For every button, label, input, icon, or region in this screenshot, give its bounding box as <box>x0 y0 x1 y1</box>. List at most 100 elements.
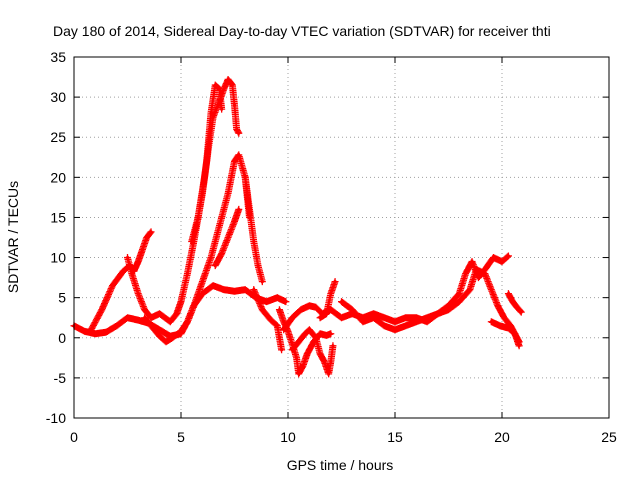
data-point <box>502 316 506 320</box>
data-point <box>136 318 140 322</box>
y-axis-label: SDTVAR / TECUs <box>5 181 21 293</box>
x-tick-label: 20 <box>494 429 510 445</box>
data-point <box>145 235 149 240</box>
data-point <box>110 284 115 288</box>
data-point <box>382 324 386 328</box>
data-point <box>299 308 303 312</box>
data-point <box>256 263 260 268</box>
data-point <box>149 324 153 328</box>
data-point <box>414 320 418 324</box>
x-tick-label: 0 <box>70 429 78 445</box>
data-point <box>260 308 264 312</box>
data-point <box>269 318 273 322</box>
chart-title: Day 180 of 2014, Sidereal Day-to-day VTE… <box>53 23 551 39</box>
data-point <box>243 175 247 179</box>
data-point <box>213 83 217 87</box>
data-series <box>70 75 525 378</box>
data-point <box>192 304 196 308</box>
data-point <box>314 305 318 309</box>
data-point <box>506 254 511 258</box>
data-point <box>217 223 222 228</box>
series-markers <box>241 173 253 221</box>
data-point <box>158 312 162 316</box>
data-point <box>149 230 153 234</box>
data-point <box>213 263 217 268</box>
y-tick-label: 10 <box>50 250 66 266</box>
data-point <box>220 251 224 256</box>
data-point <box>237 131 241 135</box>
data-point <box>83 329 87 333</box>
data-point <box>232 289 237 293</box>
data-point <box>350 308 354 312</box>
data-point <box>143 308 147 312</box>
satellite-track-11 <box>288 326 337 378</box>
data-point <box>209 255 213 260</box>
data-point <box>232 103 237 107</box>
data-point <box>170 336 175 340</box>
data-point <box>265 300 269 304</box>
data-point <box>513 332 517 336</box>
data-point <box>222 87 226 91</box>
data-point <box>517 344 521 348</box>
data-point <box>279 348 284 352</box>
data-point <box>476 276 481 280</box>
data-point <box>324 333 329 337</box>
satellite-track-6 <box>211 205 243 270</box>
data-point <box>496 304 500 308</box>
data-point <box>290 348 294 352</box>
data-point <box>226 235 230 240</box>
data-point <box>457 292 461 296</box>
data-point <box>339 316 344 320</box>
data-point <box>489 320 493 324</box>
satellite-track-9 <box>275 306 335 378</box>
data-point <box>140 247 145 252</box>
data-point <box>232 159 237 163</box>
x-tick-label: 15 <box>387 429 403 445</box>
data-point <box>506 326 511 330</box>
satellite-track-7 <box>241 173 253 221</box>
data-point <box>121 269 125 273</box>
data-point <box>247 215 252 220</box>
data-point <box>333 280 337 284</box>
data-point <box>277 336 282 340</box>
x-tick-label: 10 <box>280 429 296 445</box>
data-point <box>175 312 179 316</box>
data-point <box>202 175 207 179</box>
data-point <box>252 239 256 244</box>
data-point <box>125 316 130 320</box>
data-point <box>519 310 523 314</box>
x-tick-label: 5 <box>177 429 185 445</box>
data-point <box>489 288 493 292</box>
data-point <box>104 330 108 334</box>
data-point <box>339 300 344 304</box>
data-point <box>468 288 472 292</box>
data-point <box>506 292 511 296</box>
data-point <box>89 328 93 332</box>
data-point <box>164 340 168 344</box>
satellite-track-16 <box>504 290 525 316</box>
data-point <box>282 328 286 332</box>
data-point <box>393 328 397 332</box>
plot-frame <box>73 56 610 419</box>
data-point <box>220 107 224 111</box>
y-tick-label: 0 <box>58 330 66 346</box>
data-point <box>498 324 502 328</box>
data-point <box>474 267 478 272</box>
data-point <box>125 255 130 260</box>
data-point <box>318 332 322 336</box>
data-point <box>329 332 333 336</box>
y-tick-label: 30 <box>50 89 66 105</box>
data-point <box>303 332 307 336</box>
data-point <box>93 332 97 336</box>
satellite-track-2 <box>87 228 155 334</box>
data-point <box>230 83 234 87</box>
satellite-track-8 <box>250 286 286 354</box>
data-point <box>491 255 496 260</box>
data-point <box>185 320 190 324</box>
data-point <box>158 334 162 338</box>
data-point <box>314 336 318 340</box>
y-tick-label: 5 <box>58 290 66 306</box>
data-point <box>382 316 386 320</box>
data-point <box>318 352 322 356</box>
data-point <box>457 300 461 304</box>
